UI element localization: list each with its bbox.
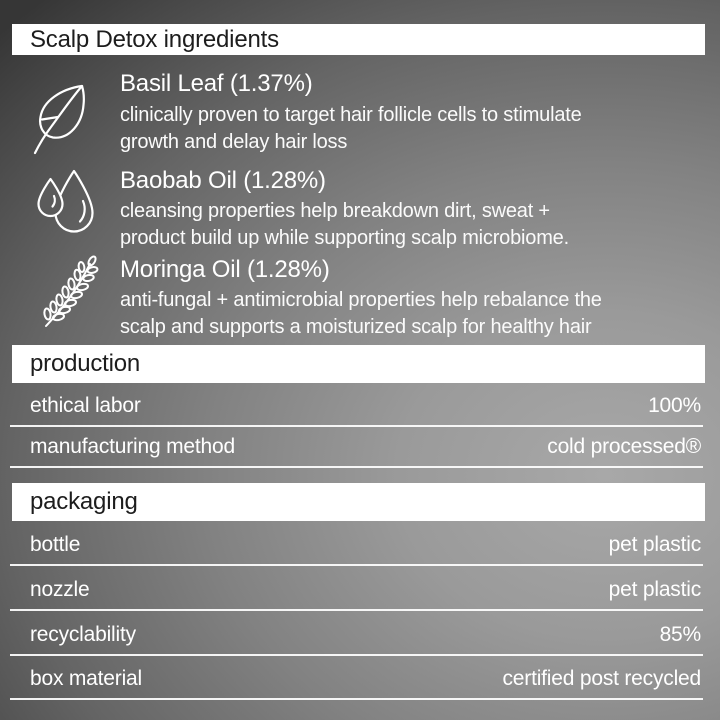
- row-label: bottle: [30, 533, 81, 556]
- description-line: cleansing properties help breakdown dirt…: [120, 200, 550, 222]
- row-label: ethical labor: [30, 394, 141, 417]
- description-line: growth and delay hair loss: [120, 131, 348, 153]
- row-value: pet plastic: [608, 578, 702, 601]
- packaging-row-bottle: bottle pet plastic: [10, 533, 703, 566]
- description-line: anti-fungal + antimicrobial properties h…: [120, 289, 602, 311]
- packaging-row-recyclability: recyclability 85%: [10, 623, 703, 656]
- production-row-manufacturing-method: manufacturing method cold processed®: [10, 435, 703, 468]
- production-header-label: production: [30, 350, 141, 377]
- ingredients-header-label: Scalp Detox ingredients: [30, 25, 279, 53]
- production-section-bar: production: [12, 345, 705, 383]
- row-value: certified post recycled: [502, 667, 702, 690]
- ingredient-description: clinically proven to target hair follicl…: [120, 102, 582, 156]
- basil-leaf-icon: [33, 84, 85, 155]
- row-label: nozzle: [30, 578, 90, 601]
- oil-drops-icon: [37, 169, 94, 233]
- row-value: pet plastic: [608, 533, 702, 556]
- sprig-icon: [43, 255, 99, 327]
- description-line: product build up while supporting scalp …: [120, 227, 569, 249]
- description-line: clinically proven to target hair follicl…: [120, 104, 582, 126]
- packaging-header-label: packaging: [30, 488, 138, 515]
- row-value: 100%: [648, 394, 701, 417]
- row-label: box material: [30, 667, 142, 690]
- ingredient-name: Basil Leaf (1.37%): [120, 70, 313, 97]
- row-label: recyclability: [30, 623, 136, 646]
- packaging-section-bar: packaging: [12, 483, 705, 521]
- row-value: cold processed®: [547, 435, 701, 458]
- ingredient-name: Moringa Oil (1.28%): [120, 256, 330, 283]
- ingredient-description: anti-fungal + antimicrobial properties h…: [120, 287, 602, 341]
- packaging-row-nozzle: nozzle pet plastic: [10, 578, 703, 611]
- production-row-ethical-labor: ethical labor 100%: [10, 394, 703, 427]
- packaging-row-box-material: box material certified post recycled: [10, 667, 703, 700]
- ingredient-description: cleansing properties help breakdown dirt…: [120, 198, 569, 252]
- row-value: 85%: [659, 623, 702, 646]
- row-label: manufacturing method: [30, 435, 235, 458]
- ingredient-name: Baobab Oil (1.28%): [120, 167, 326, 194]
- description-line: scalp and supports a moisturized scalp f…: [120, 316, 592, 338]
- ingredients-section-bar: Scalp Detox ingredients: [12, 24, 705, 55]
